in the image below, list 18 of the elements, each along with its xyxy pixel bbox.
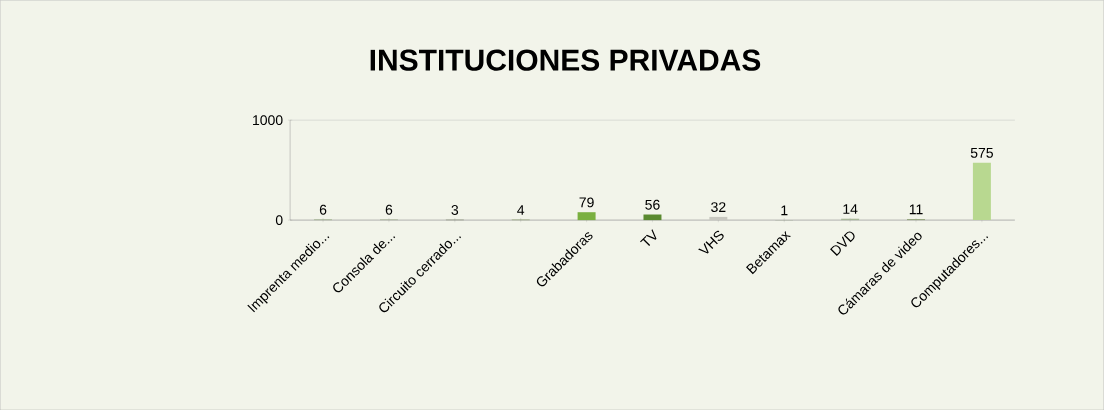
data-label: 6 [385,204,393,215]
data-label: 14 [843,204,858,214]
bar [972,162,991,220]
y-tick-label: 1000 [253,115,283,125]
data-label: 11 [909,204,923,215]
data-label: 79 [579,197,594,208]
data-label: 1 [781,205,788,216]
bar [577,212,596,220]
data-label: 3 [451,204,459,215]
data-label: 56 [645,199,660,210]
data-label: 32 [711,202,726,212]
chart-title: INSTITUCIONES PRIVADAS [370,49,761,71]
bar [709,216,728,220]
data-label: 575 [970,147,993,158]
data-label: 4 [517,205,525,215]
y-tick-label: 0 [275,215,283,225]
data-label: 6 [319,204,327,215]
x-tick-label: TV [640,229,657,246]
